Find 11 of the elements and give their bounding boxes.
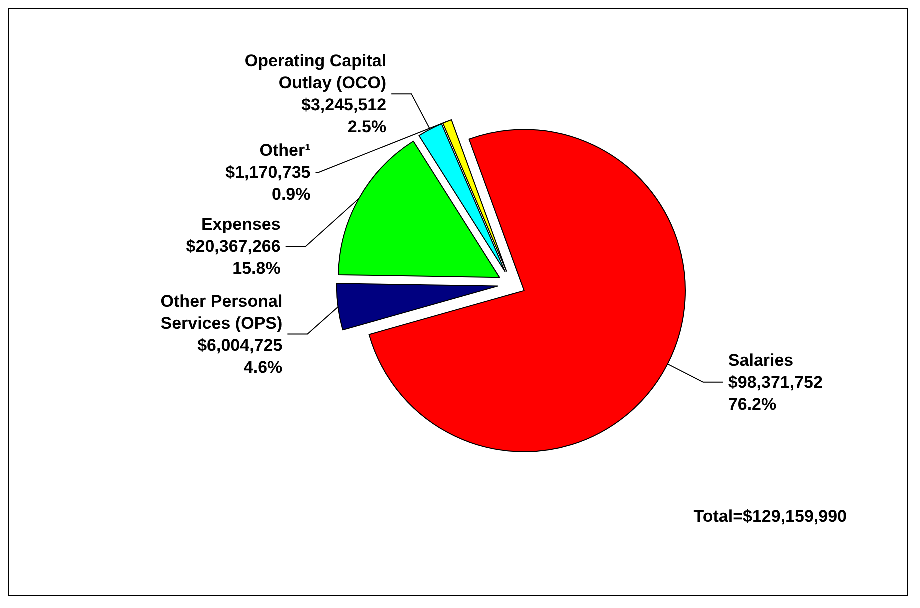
data-label: $6,004,725 4.6% (198, 336, 283, 377)
text: Total=$129,159,990 (694, 507, 847, 526)
data-label: $1,170,735 0.9% (226, 162, 311, 204)
slice-label: Operating Capital Outlay (OCO) (244, 52, 387, 93)
slice-label: Other¹ (260, 140, 312, 160)
data-label: $20,367,266 15.8% (186, 237, 281, 278)
slice-label: Other Personal Services (OPS) (160, 292, 283, 333)
slice-label: Salaries (728, 350, 794, 370)
slice-label: Expenses (201, 215, 281, 234)
data-label: $98,371,752 76.2% (728, 372, 823, 414)
data-label: $3,245,512 2.5% (301, 96, 387, 137)
